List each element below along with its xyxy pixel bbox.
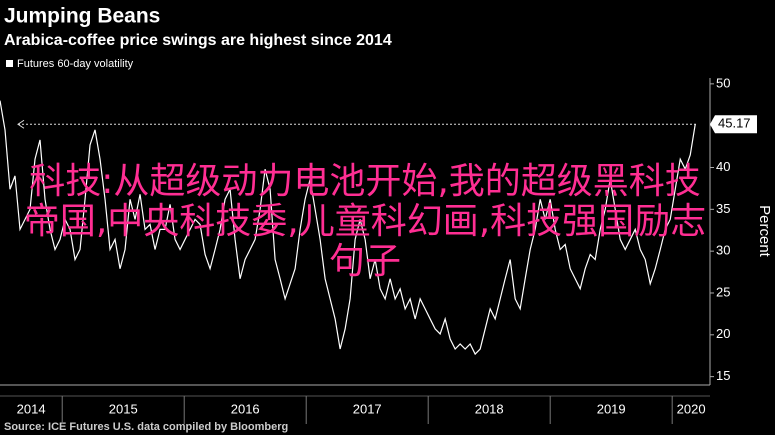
x-tick-label: 2015 bbox=[109, 401, 138, 416]
x-tick-label: 2018 bbox=[475, 401, 504, 416]
source: Source: ICE Futures U.S. data compiled b… bbox=[4, 421, 288, 433]
x-tick-label: 2017 bbox=[353, 401, 382, 416]
y-tick-label: 35 bbox=[716, 201, 730, 216]
y-tick-label: 30 bbox=[716, 243, 730, 258]
y-tick-label: 40 bbox=[716, 159, 730, 174]
last-value-label: 45.17 bbox=[718, 116, 751, 131]
y-tick-label: 15 bbox=[716, 368, 730, 383]
chart-subtitle: Arabica-coffee price swings are highest … bbox=[4, 32, 392, 49]
last-value-arrow bbox=[17, 119, 25, 129]
legend-swatch bbox=[6, 60, 13, 67]
legend-label: Futures 60-day volatility bbox=[17, 58, 134, 70]
overlay-text: 科技:从超级动力电池开始,我的超级黑科技帝国,中央科技委,儿童科幻画,科技强国励… bbox=[23, 161, 707, 282]
last-value-box bbox=[710, 115, 757, 134]
line-series bbox=[0, 100, 696, 356]
chart-title: Jumping Beans bbox=[4, 5, 160, 28]
x-tick-label: 2019 bbox=[597, 401, 626, 416]
x-tick-label: 2020 bbox=[677, 401, 706, 416]
x-tick-label: 2016 bbox=[231, 401, 260, 416]
y-axis-label: Percent bbox=[756, 205, 773, 258]
y-tick-label: 25 bbox=[716, 284, 730, 299]
x-tick-label: 2014 bbox=[17, 401, 46, 416]
y-tick-label: 20 bbox=[716, 326, 730, 341]
y-tick-label: 50 bbox=[716, 75, 730, 90]
